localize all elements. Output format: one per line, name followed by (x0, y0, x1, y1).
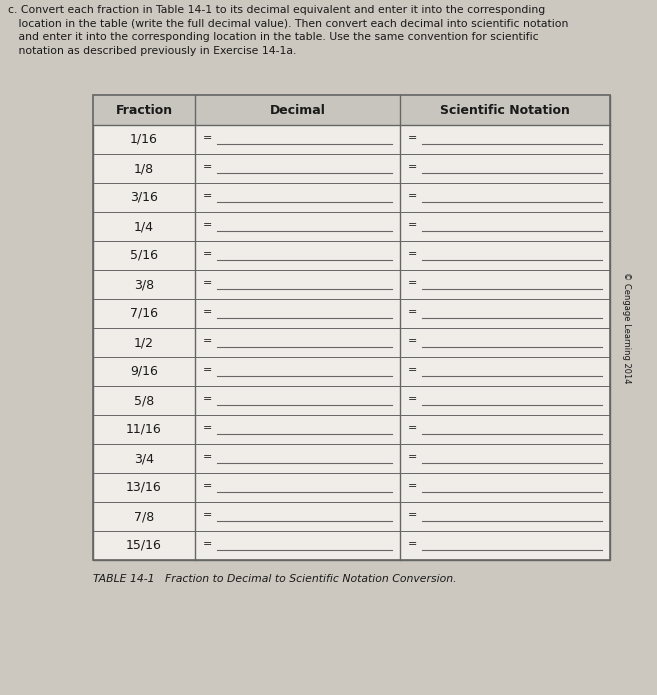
Text: =: = (203, 366, 212, 375)
Text: 13/16: 13/16 (126, 481, 162, 494)
Text: =: = (203, 192, 212, 202)
Text: 3/4: 3/4 (134, 452, 154, 465)
Text: =: = (203, 279, 212, 288)
Text: =: = (203, 163, 212, 172)
Text: =: = (408, 133, 417, 143)
Text: 1/4: 1/4 (134, 220, 154, 233)
Text: =: = (408, 279, 417, 288)
Text: TABLE 14-1   Fraction to Decimal to Scientific Notation Conversion.: TABLE 14-1 Fraction to Decimal to Scient… (93, 574, 457, 584)
Text: location in the table (write the full decimal value). Then convert each decimal : location in the table (write the full de… (8, 19, 568, 28)
Text: Fraction: Fraction (116, 104, 173, 117)
Text: and enter it into the corresponding location in the table. Use the same conventi: and enter it into the corresponding loca… (8, 32, 539, 42)
Text: =: = (408, 192, 417, 202)
Text: =: = (203, 220, 212, 231)
Text: =: = (408, 423, 417, 434)
Text: =: = (203, 423, 212, 434)
Text: =: = (408, 336, 417, 347)
Text: =: = (203, 395, 212, 404)
Text: 1/8: 1/8 (134, 162, 154, 175)
Text: 1/16: 1/16 (130, 133, 158, 146)
Text: 5/8: 5/8 (134, 394, 154, 407)
Text: 11/16: 11/16 (126, 423, 162, 436)
Text: =: = (203, 539, 212, 550)
Text: c. Convert each fraction in Table 14-1 to its decimal equivalent and enter it in: c. Convert each fraction in Table 14-1 t… (8, 5, 545, 15)
Text: =: = (203, 133, 212, 143)
Text: 9/16: 9/16 (130, 365, 158, 378)
Text: =: = (203, 452, 212, 462)
Bar (93, 95, 610, 560)
Text: notation as described previously in Exercise 14-1a.: notation as described previously in Exer… (8, 45, 296, 56)
Text: Scientific Notation: Scientific Notation (440, 104, 570, 117)
Text: 7/8: 7/8 (134, 510, 154, 523)
Text: Decimal: Decimal (269, 104, 325, 117)
Text: =: = (203, 511, 212, 521)
Bar (93, 95, 610, 560)
Text: © Cengage Learning 2014: © Cengage Learning 2014 (622, 272, 631, 383)
Text: =: = (408, 163, 417, 172)
Text: 3/8: 3/8 (134, 278, 154, 291)
Text: 7/16: 7/16 (130, 307, 158, 320)
Text: =: = (408, 452, 417, 462)
Text: 15/16: 15/16 (126, 539, 162, 552)
Text: 1/2: 1/2 (134, 336, 154, 349)
Text: =: = (408, 220, 417, 231)
Text: =: = (203, 307, 212, 318)
Text: =: = (408, 482, 417, 491)
Text: =: = (203, 336, 212, 347)
Text: =: = (203, 482, 212, 491)
Text: =: = (408, 395, 417, 404)
Bar (93, 95, 610, 125)
Text: =: = (203, 250, 212, 259)
Text: =: = (408, 250, 417, 259)
Text: =: = (408, 307, 417, 318)
Text: =: = (408, 511, 417, 521)
Text: =: = (408, 539, 417, 550)
Text: 5/16: 5/16 (130, 249, 158, 262)
Text: 3/16: 3/16 (130, 191, 158, 204)
Text: =: = (408, 366, 417, 375)
